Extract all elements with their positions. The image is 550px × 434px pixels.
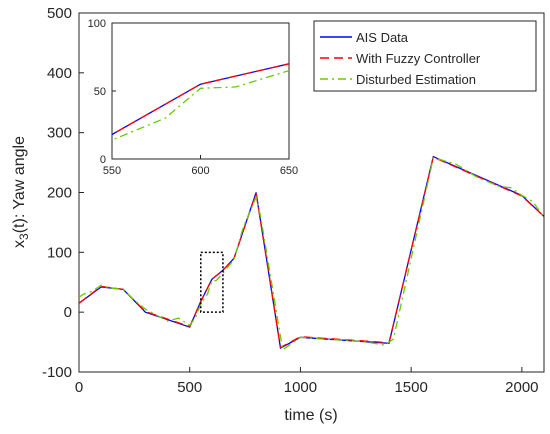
x-tick-label: 1000 [284,379,317,396]
inset-x-tick-label: 650 [280,165,298,177]
legend-label-1: With Fuzzy Controller [356,51,481,66]
legend-label-2: Disturbed Estimation [356,72,476,87]
x-tick-label: 2000 [505,379,538,396]
x-tick-label: 0 [75,379,83,396]
legend-label-0: AIS Data [356,30,409,45]
y-tick-label: 0 [64,304,72,321]
series-line-1 [79,156,544,349]
series-line-2 [79,156,544,352]
inset-x-tick-label: 550 [103,165,121,177]
x-tick-label: 1500 [394,379,427,396]
x-axis-label: time (s) [284,407,337,424]
inset-y-tick-label: 100 [88,18,106,30]
x-tick-label: 500 [177,379,202,396]
y-axis-label: x3(t): Yaw angle [11,136,31,248]
y-tick-label: 200 [47,185,72,202]
y-tick-label: 300 [47,125,72,142]
inset-y-tick-label: 0 [100,154,106,166]
y-tick-label: 500 [47,5,72,22]
zoom-region-box [200,251,224,313]
y-tick-label: 400 [47,65,72,82]
y-tick-label: -100 [42,364,72,381]
inset-x-tick-label: 600 [191,165,209,177]
inset-y-tick-label: 50 [94,86,106,98]
legend: AIS Data With Fuzzy Controller Disturbed E… [313,20,537,92]
inset-plot-area [111,22,290,160]
y-tick-label: 100 [47,244,72,261]
